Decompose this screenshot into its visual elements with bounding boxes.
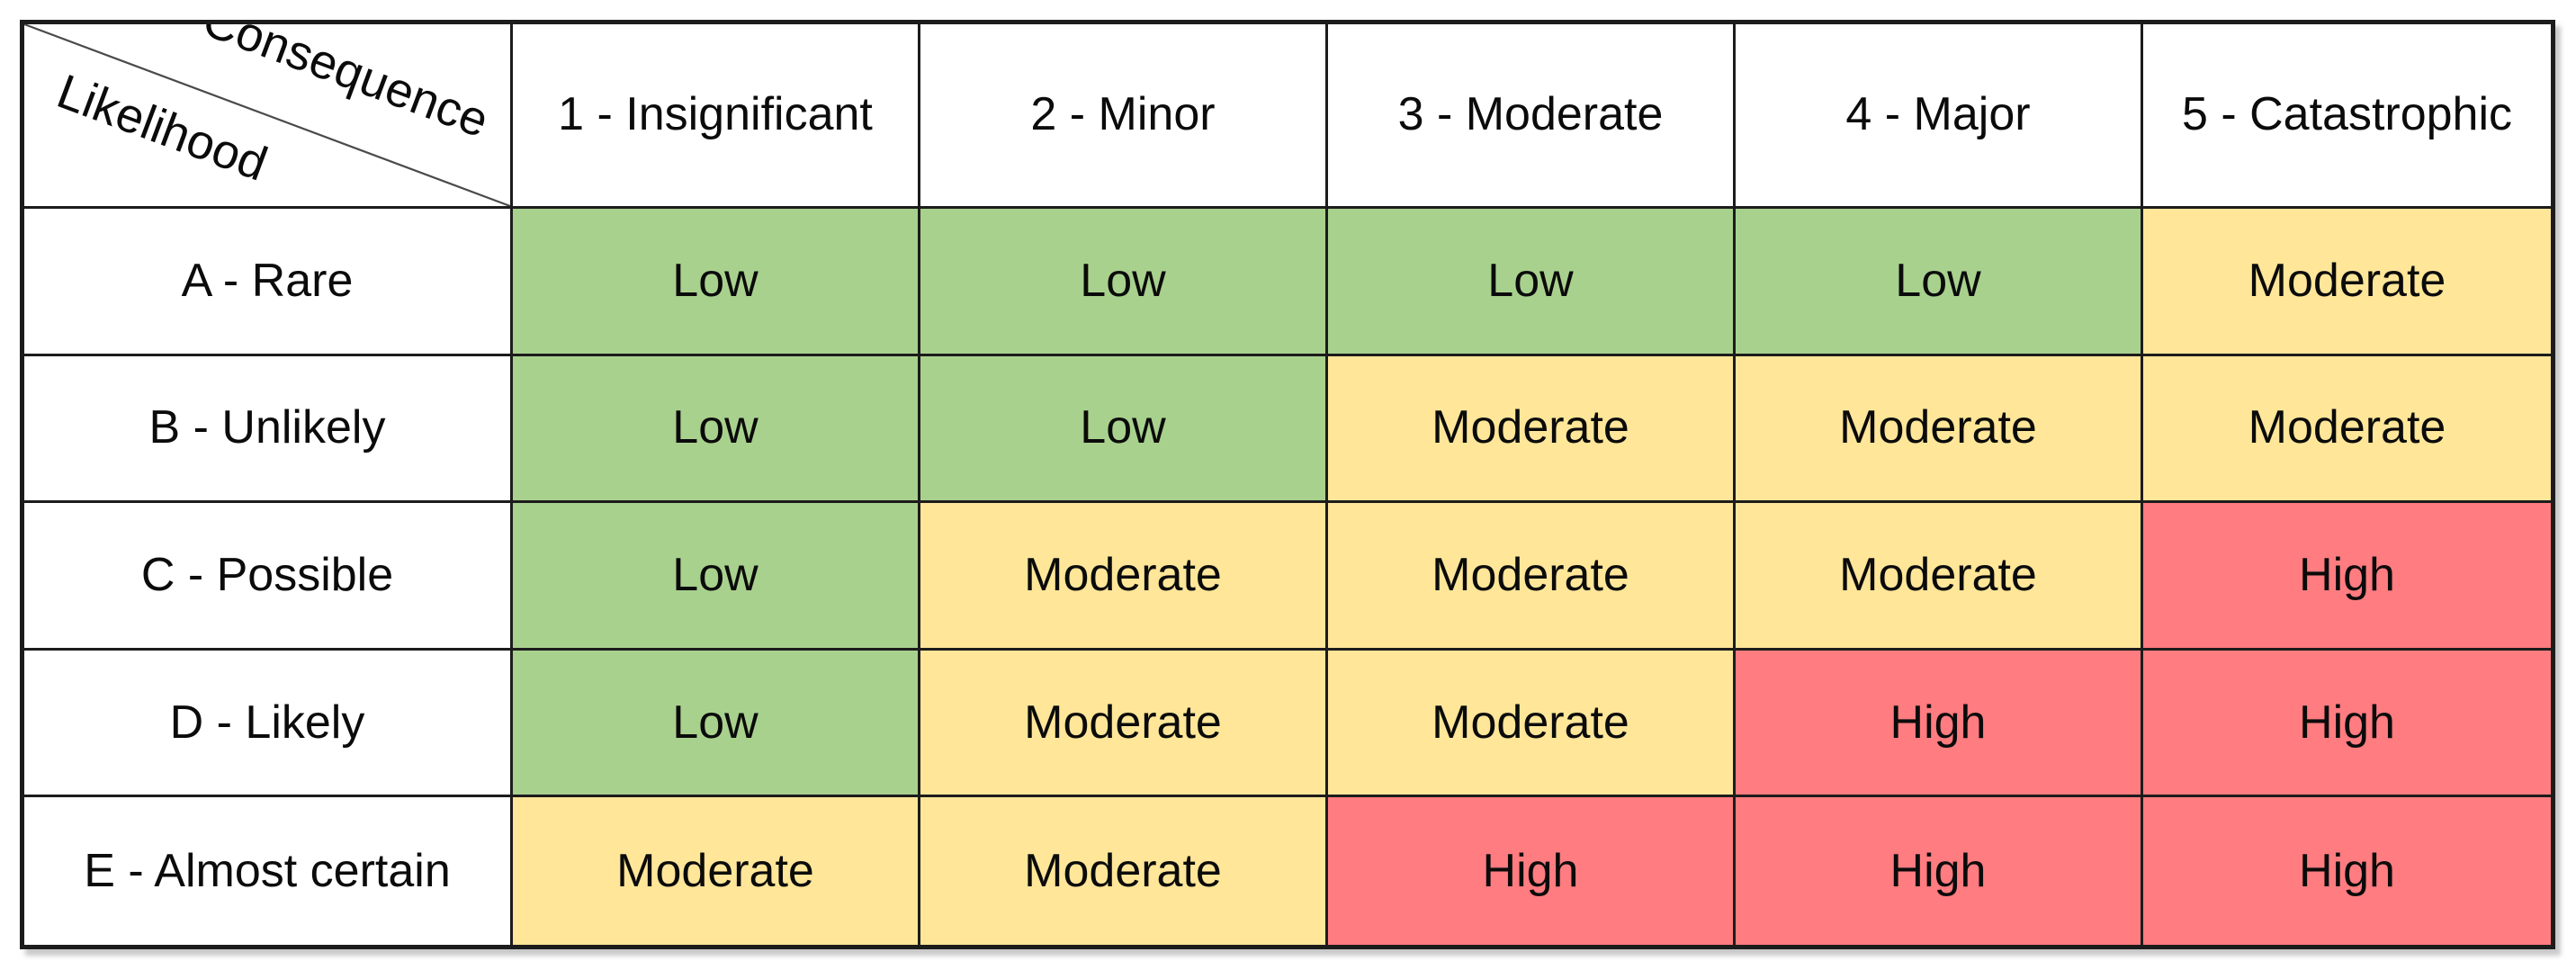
risk-cell: Moderate <box>920 503 1328 651</box>
column-header-moderate: 3 - Moderate <box>1328 24 1736 209</box>
risk-cell: Moderate <box>920 650 1328 798</box>
risk-cell: Low <box>513 650 920 798</box>
risk-cell: Moderate <box>513 797 920 945</box>
risk-cell: High <box>1328 797 1736 945</box>
risk-cell: Moderate <box>2143 209 2551 356</box>
risk-cell: Moderate <box>1328 503 1736 651</box>
risk-cell: High <box>2143 797 2551 945</box>
risk-cell: Low <box>1736 209 2143 356</box>
risk-cell: High <box>2143 503 2551 651</box>
risk-cell: High <box>1736 650 2143 798</box>
risk-cell: Moderate <box>1736 503 2143 651</box>
column-header-insignificant: 1 - Insignificant <box>513 24 920 209</box>
diagonal-divider-line <box>24 24 510 206</box>
risk-cell: Low <box>513 355 920 504</box>
row-header-likely: D - Likely <box>24 650 513 798</box>
risk-cell: Low <box>513 209 920 356</box>
row-header-unlikely: B - Unlikely <box>24 355 513 504</box>
row-header-possible: C - Possible <box>24 503 513 651</box>
risk-cell: High <box>2143 650 2551 798</box>
column-header-minor: 2 - Minor <box>920 24 1328 209</box>
risk-cell: Low <box>513 503 920 651</box>
risk-cell: Low <box>920 355 1328 504</box>
risk-cell: Low <box>1328 209 1736 356</box>
risk-cell: Moderate <box>1736 355 2143 504</box>
risk-cell: Moderate <box>1328 650 1736 798</box>
row-header-rare: A - Rare <box>24 209 513 356</box>
risk-matrix-table: Consequence Likelihood 1 - Insignificant… <box>20 20 2555 949</box>
risk-cell: Moderate <box>1328 355 1736 504</box>
row-header-almost-certain: E - Almost certain <box>24 797 513 945</box>
risk-cell: High <box>1736 797 2143 945</box>
matrix-corner-cell: Consequence Likelihood <box>24 24 513 209</box>
risk-cell: Low <box>920 209 1328 356</box>
risk-cell: Moderate <box>2143 355 2551 504</box>
risk-cell: Moderate <box>920 797 1328 945</box>
column-header-major: 4 - Major <box>1736 24 2143 209</box>
column-header-catastrophic: 5 - Catastrophic <box>2143 24 2551 209</box>
